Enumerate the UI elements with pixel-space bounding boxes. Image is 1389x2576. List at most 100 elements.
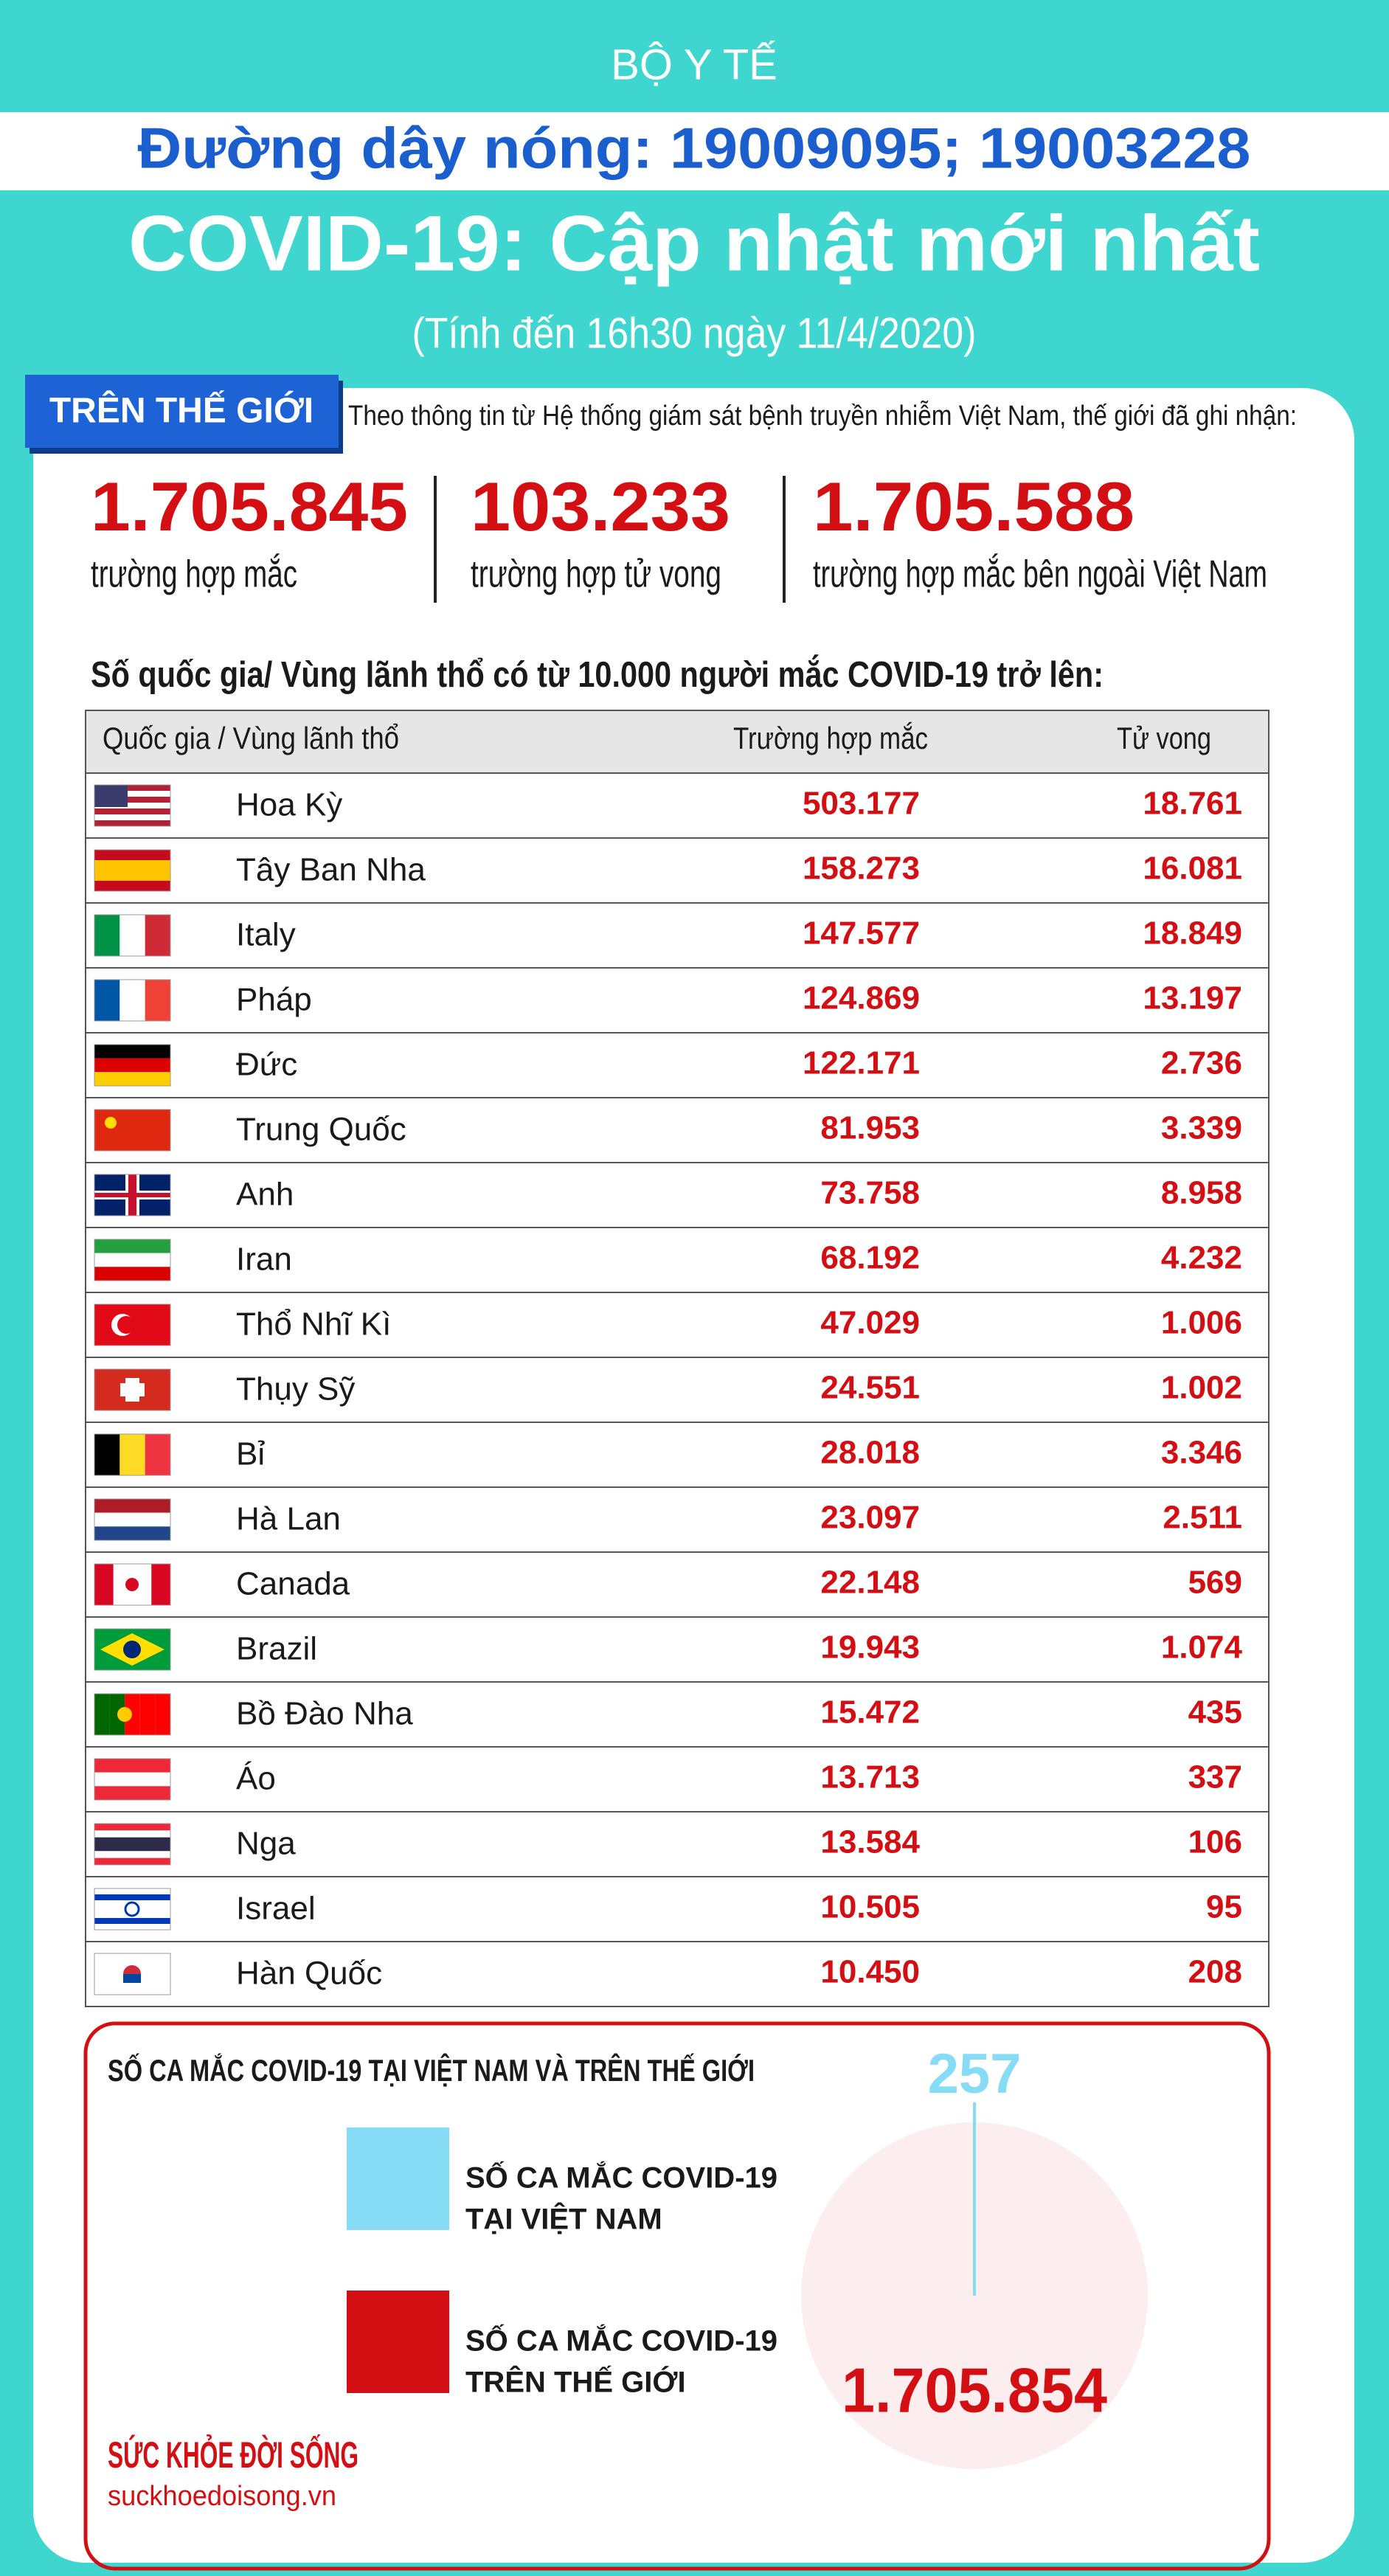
table-row: [85, 1162, 1270, 1228]
flag-detail: [124, 1901, 140, 1917]
flag-stripe: [125, 1694, 140, 1735]
main-title: COVID-19: Cập nhật mới nhất: [128, 198, 1260, 287]
hotline-band: [0, 112, 1389, 190]
deaths: 2.736: [1161, 1045, 1242, 1081]
cases: 15.472: [820, 1694, 920, 1731]
legend-swatch: [347, 2127, 449, 2230]
flag-border: [94, 1563, 171, 1606]
flag-stripe: [94, 791, 170, 797]
flag-detail: [128, 1174, 136, 1216]
flag-stripe: [145, 980, 170, 1021]
cases: 503.177: [803, 786, 920, 822]
cases: 124.869: [803, 980, 920, 1017]
cases: 47.029: [820, 1305, 920, 1341]
flag-stripe: [94, 1253, 170, 1267]
flag-stripe: [145, 915, 170, 956]
deaths: 3.339: [1161, 1110, 1242, 1146]
flag-border: [94, 1303, 171, 1346]
cases: 68.192: [820, 1240, 920, 1276]
flag-stripe: [94, 1894, 170, 1900]
country: Iran: [236, 1242, 292, 1278]
flag-stripe: [94, 1786, 170, 1800]
flag-stripe: [94, 1918, 170, 1924]
country: Thổ Nhĩ Kì: [236, 1306, 391, 1343]
flag-stripe: [94, 1109, 170, 1151]
flag-stripe: [94, 814, 170, 820]
flag-stripe: [94, 1526, 170, 1540]
tab-label: TRÊN THẾ GIỚI: [49, 390, 314, 431]
table-row: [85, 1681, 1270, 1748]
table-row: [85, 967, 1270, 1033]
flag-stripe: [94, 870, 170, 881]
pie-title: SỐ CA MẮC COVID-19 TẠI VIỆT NAM VÀ TRÊN …: [108, 2052, 755, 2088]
table-row: [85, 837, 1270, 904]
flag-border: [94, 1368, 171, 1411]
flag-stripe: [151, 1564, 170, 1605]
flag-stripe: [94, 797, 170, 803]
flag-stripe: [94, 1564, 114, 1605]
flag-stripe: [94, 1772, 170, 1787]
column-header: Tử vong: [1117, 721, 1211, 755]
flag-stripe: [94, 1924, 170, 1930]
country: Canada: [236, 1566, 350, 1602]
country: Bỉ: [236, 1436, 265, 1472]
table-row: [85, 1941, 1270, 2007]
country: Tây Ban Nha: [236, 852, 426, 888]
flag-border: [94, 1239, 171, 1281]
table-row: [85, 1292, 1270, 1358]
flag-border: [94, 784, 171, 827]
country: Áo: [236, 1761, 276, 1797]
flag-stripe: [94, 1694, 110, 1735]
flag-stripe: [94, 1888, 170, 1894]
cases: 28.018: [820, 1435, 920, 1471]
table-row: [85, 1486, 1270, 1553]
cases: 22.148: [820, 1565, 920, 1601]
intro: Theo thông tin từ Hệ thống giám sát bệnh…: [348, 400, 1297, 432]
pie-box: [83, 2021, 1271, 2571]
hotline: Đường dây nóng: 19009095; 19003228: [138, 116, 1251, 181]
country: Israel: [236, 1891, 316, 1927]
legend-label: TẠI VIỆT NAM: [465, 2202, 662, 2236]
flag-detail: [105, 1117, 117, 1129]
table-row: [85, 1746, 1270, 1812]
flag-detail: [123, 1641, 141, 1658]
cases: 13.713: [820, 1759, 920, 1796]
url: suckhoedoisong.vn: [108, 2481, 336, 2512]
flag-border: [94, 1758, 171, 1801]
country: Thụy Sỹ: [236, 1371, 355, 1408]
deaths: 18.849: [1143, 915, 1242, 952]
country: Hà Lan: [236, 1501, 341, 1537]
flag-stripe: [94, 1499, 170, 1513]
flag-border: [94, 914, 171, 957]
ministry: BỘ Y TẾ: [611, 41, 777, 89]
value-label: 257: [928, 2043, 1022, 2105]
flag-border: [94, 1888, 171, 1931]
flag-stripe: [94, 1837, 170, 1844]
table-row: [85, 1097, 1270, 1163]
table-row: [85, 1422, 1270, 1488]
flag-stripe: [94, 1045, 170, 1059]
flag-stripe: [94, 1824, 170, 1831]
cases: 24.551: [820, 1370, 920, 1406]
flag-detail: [117, 1316, 135, 1334]
flag-stripe: [94, 1072, 170, 1086]
flag-stripe: [145, 1434, 170, 1475]
flag-stripe: [94, 1851, 170, 1858]
flag-border: [94, 1823, 171, 1866]
flag-stripe: [94, 1906, 170, 1912]
flag-stripe: [94, 915, 120, 956]
deaths: 16.081: [1143, 851, 1242, 887]
stat-value: 103.233: [471, 468, 730, 545]
flag-stripe: [155, 1694, 170, 1735]
flag-stripe: [94, 850, 170, 860]
country: Hàn Quốc: [236, 1956, 382, 1992]
deaths: 8.958: [1161, 1175, 1242, 1211]
deaths: 337: [1188, 1759, 1242, 1796]
flag-stripe: [94, 1267, 170, 1281]
flag-detail: [123, 1974, 141, 1983]
cases: 13.584: [820, 1824, 920, 1860]
deaths: 1.006: [1161, 1305, 1242, 1341]
flag-border: [94, 1174, 171, 1216]
column-header: Trường hợp mắc: [733, 721, 928, 755]
